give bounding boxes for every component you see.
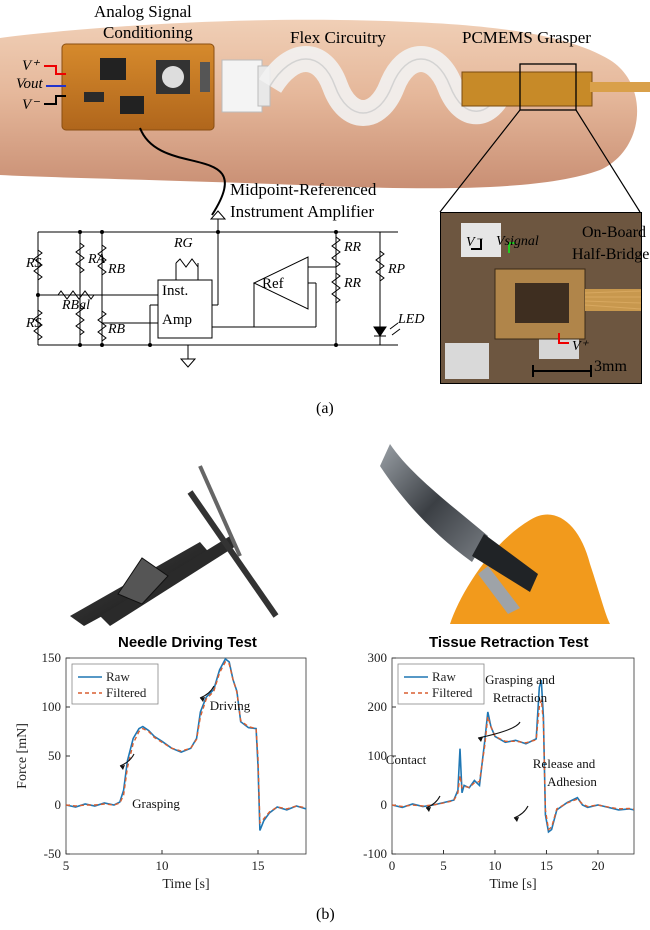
half-bridge-label: Half-Bridge [572,246,650,263]
v-out-label: Vout [16,76,43,92]
chart1-ytick-label: 50 [48,748,61,763]
chart2-ytick-label: 0 [381,797,388,812]
chart2-legend-label: Raw [432,669,456,684]
chart2-annotation-arrowhead [478,737,483,742]
device-photo [0,0,650,190]
chart1-annotation-arrow [119,753,135,767]
chart2-title: Tissue Retraction Test [429,634,589,651]
chart2-annotation-arrowhead [426,807,431,812]
chart2-ytick-label: -100 [363,846,387,861]
label-rs-top: RS [26,256,42,271]
chart2-annotation: Contact [386,752,427,767]
chart2-annotation-arrow [477,721,521,739]
needle-driver-illustration [70,465,279,626]
label-ref: Ref [262,276,284,292]
chart2-xtick-label: 0 [389,858,396,873]
chart1-annotation-arrowhead [200,697,205,702]
chart2-annotation: Release and [533,756,596,771]
chart2-annotation: Retraction [493,690,548,705]
pcmems-grasper-label: PCMEMS Grasper [462,28,591,47]
midpoint-referenced-label: Midpoint-Referenced [230,180,377,199]
chart1-title: Needle Driving Test [118,634,257,651]
inset-micrograph [440,212,642,384]
chart1-legend-label: Raw [106,669,130,684]
conditioning-label: Conditioning [103,23,193,42]
label-ra: RA [88,252,106,267]
chart1-ytick-label: 150 [42,650,62,665]
chart2-xtick-label: 15 [540,858,553,873]
caption-a: (a) [316,400,334,417]
label-rp: RP [388,262,406,277]
chart1-xtick-label: 5 [63,858,70,873]
chart2-xtick-label: 10 [488,858,501,873]
chart1-xlabel: Time [s] [162,877,209,892]
chart2-legend [397,663,485,705]
chart1-ytick-label: -50 [44,846,61,861]
circuit-schematic [33,210,401,368]
label-rs-bottom: RS [26,316,42,331]
chart1-annotation-arrowhead [120,765,125,770]
inset-v-signal-label: Vsignal [496,234,539,249]
pointer-curve [139,109,641,216]
caption-b: (b) [316,906,335,923]
label-rr-top: RR [344,240,362,255]
label-rb-top: RB [108,262,126,277]
label-rg: RG [174,236,193,251]
chart2-xtick-label: 5 [440,858,447,873]
chart2-annotation-arrowhead [514,817,519,822]
chart1-series-filtered [65,660,307,825]
label-rbal: RBal [62,298,90,313]
inset-v-minus-label: V⁻ [466,235,482,250]
chart2-xlabel: Time [s] [489,877,536,892]
tissue-retraction-render [380,424,610,624]
chart2-annotation-arrow [513,805,529,819]
chart2-ytick-label: 200 [368,699,388,714]
chart1-annotation-arrow [199,685,215,699]
chart1-ytick-label: 100 [42,699,62,714]
chart1-xtick-label: 10 [156,858,169,873]
inset-illustration [441,213,641,383]
chart2-annotation: Grasping and [485,672,555,687]
chart1-ytick-label: 0 [55,797,62,812]
chart1-ylabel: Force [mN] [15,723,30,789]
chart1-legend-label: Filtered [106,685,147,700]
label-rr-bottom: RR [344,276,362,291]
analog-signal-label: Analog Signal [94,2,192,21]
needle-driving-render [40,426,300,626]
chart2-ytick-label: 100 [368,748,388,763]
label-amp: Amp [162,312,192,328]
chart1-xtick-label: 15 [252,858,265,873]
inset-v-plus-label: V⁺ [572,339,588,354]
label-led: LED [398,312,425,327]
chart2-annotation: Adhesion [547,774,597,789]
label-inst: Inst. [162,283,189,299]
label-rb-bottom: RB [108,322,126,337]
chart1-annotation: Driving [210,698,251,713]
v-minus-label: V⁻ [22,97,40,113]
chart2-series-filtered [391,699,635,831]
chart2-xtick-label: 20 [591,858,604,873]
pin-markers [44,65,66,105]
v-plus-label: V⁺ [22,58,40,74]
finger-photo-illustration [0,19,650,189]
flex-circuitry-label: Flex Circuitry [290,28,386,47]
tissue-grasper-illustration [380,444,610,624]
chart2-ytick-label: 300 [368,650,388,665]
instrument-amplifier-label: Instrument Amplifier [230,202,375,221]
chart1-legend [71,663,159,705]
chart2-legend-label: Filtered [432,685,473,700]
chart2-annotation-arrow [425,795,441,809]
scale-bar-label: 3mm [594,358,627,375]
chart1-annotation: Grasping [132,796,180,811]
on-board-label: On-Board [582,224,646,241]
